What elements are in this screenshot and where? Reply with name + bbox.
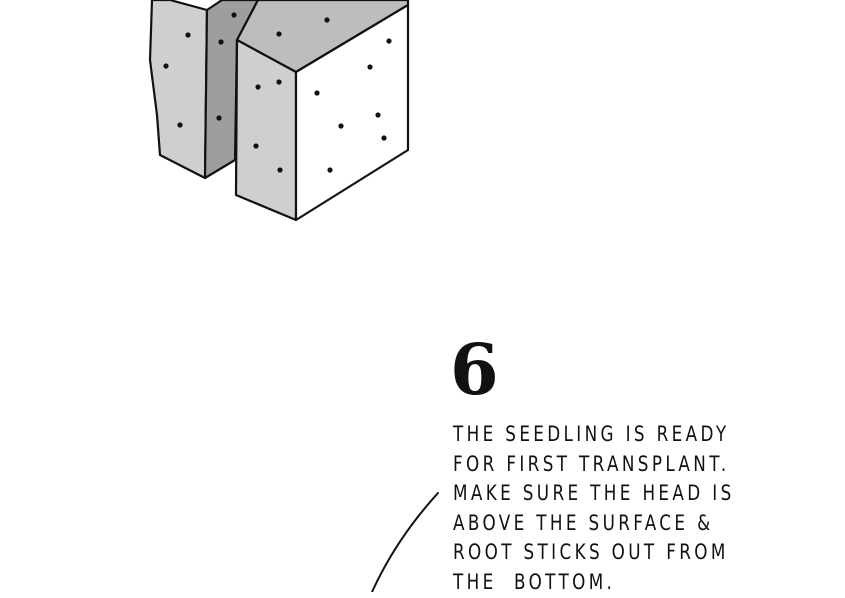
instruction-line: ROOT STICKS OUT FROM [453, 540, 729, 565]
cube-side-face [234, 38, 298, 222]
cube-front-face [294, 3, 410, 222]
cube-texture-dots [163, 12, 392, 173]
pointer-line [371, 492, 439, 592]
instruction-line: THE SEEDLING IS READY [453, 422, 730, 446]
step-instructions: THE SEEDLING IS READY FOR FIRST TRANSPLA… [453, 420, 813, 598]
instruction-line: MAKE SURE THE HEAD IS [453, 481, 735, 506]
instruction-line: FOR FIRST TRANSPLANT. [453, 451, 730, 476]
instruction-line: ABOVE THE SURFACE & [453, 510, 714, 535]
instruction-line: THE BOTTOM. [453, 569, 616, 594]
step-number: 6 [450, 328, 500, 411]
